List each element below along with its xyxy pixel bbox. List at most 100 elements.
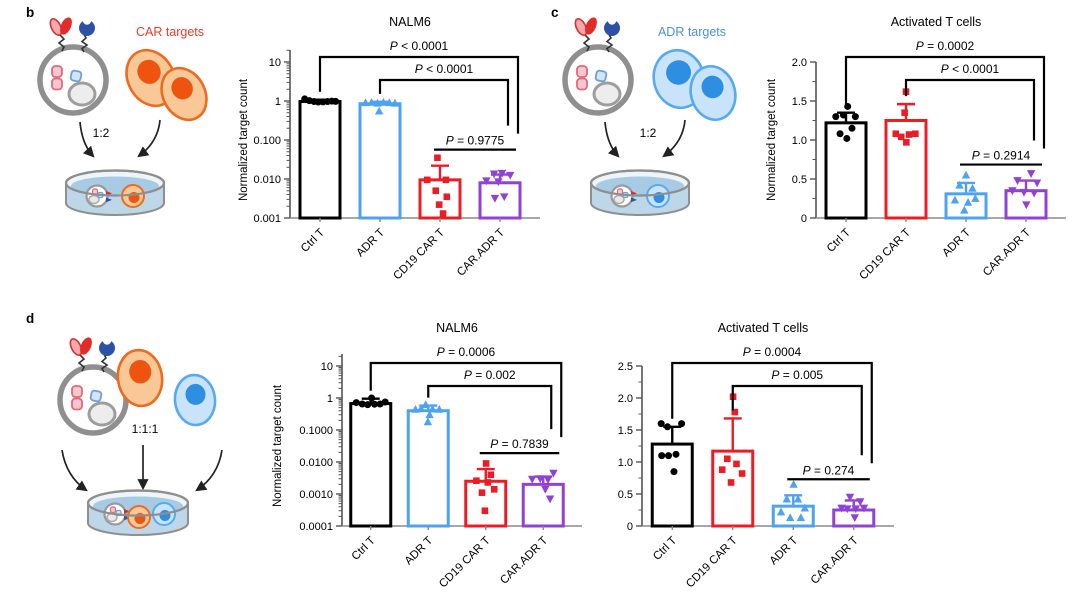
chart-title: Activated T cells (891, 15, 982, 29)
data-point (971, 194, 980, 202)
data-point (657, 420, 665, 428)
data-point (416, 404, 426, 412)
data-point (785, 513, 795, 522)
bar-group-adr-t: ADR T (940, 170, 988, 260)
mixing-arrow (195, 449, 223, 492)
petri-dish (86, 489, 190, 536)
bar-ctrl-t (349, 402, 393, 528)
adr-receptor-icon (79, 20, 95, 36)
panel-b-illustration (37, 16, 208, 216)
bar-ctrl-t (298, 100, 342, 220)
y-tick-label: 0.100 (253, 135, 281, 147)
y-tick-label: 10 (321, 361, 333, 373)
bar-group-car-adr-t: CAR.ADR T (809, 493, 876, 587)
x-tick-label: Ctrl T (825, 227, 853, 255)
t-cell-nucleus (87, 401, 117, 427)
y-axis-label: Normalized target count (272, 384, 284, 507)
data-point (844, 102, 852, 110)
bar-cd19-car-t (711, 449, 755, 528)
data-point (432, 187, 440, 195)
data-point (490, 486, 498, 493)
y-axis-label: Normalized target count (238, 78, 250, 201)
y-tick-label: 1.0 (792, 135, 807, 147)
data-point (358, 400, 366, 408)
petri-dish (64, 169, 166, 216)
data-point (385, 98, 394, 107)
data-point (950, 195, 960, 204)
data-point (545, 495, 555, 504)
y-axis: 2.0 1.5 1.0 0.5 0 (792, 57, 817, 225)
significance-line: P = 0.7839 (479, 437, 560, 455)
data-point (843, 505, 852, 514)
data-point (442, 176, 450, 184)
bar-group-adr-t: ADR T (403, 400, 450, 567)
y-tick-label: 0.001 (253, 213, 281, 225)
data-point (845, 493, 855, 502)
bar-car-adr-t (521, 482, 565, 528)
mixing-arrow (79, 121, 95, 158)
chart-d-nalm6: NALM6 Normalized target count 10 1 0.1000 0.0… (272, 321, 582, 591)
bar-ctrl-t (650, 442, 694, 528)
data-point (497, 169, 507, 178)
bar-group-car-adr-t: CAR.ADR T (981, 170, 1048, 279)
data-point (370, 400, 378, 408)
x-tick-label: ADR T (940, 227, 973, 260)
ratio-c-label: 1:2 (639, 126, 657, 140)
p-value-label: P = 0.002 (464, 368, 516, 382)
adr-receptor-icon (99, 340, 115, 356)
bar-car-adr-t (478, 181, 522, 220)
y-tick-label: 0 (627, 521, 633, 533)
p-value-label: P = 0.2914 (972, 149, 1031, 163)
data-point (678, 420, 686, 428)
p-value-label: P = 0.9775 (446, 134, 505, 148)
significance-bracket: P < 0.0001 (378, 62, 510, 126)
data-point (1032, 179, 1042, 188)
data-point (782, 494, 791, 503)
significance-bracket: P = 0.0006 (369, 345, 563, 438)
data-point (490, 194, 500, 203)
data-point (443, 193, 451, 201)
data-point (374, 106, 384, 115)
data-point (851, 505, 860, 514)
car-receptor-icon (574, 18, 588, 36)
x-tick-label: CAR.ADR T (498, 535, 550, 587)
data-point (672, 450, 680, 458)
p-value-label: P = 0.0002 (916, 39, 975, 53)
data-point (482, 460, 490, 467)
data-point (535, 475, 545, 484)
data-point (489, 170, 499, 179)
data-point (837, 504, 846, 513)
data-point (528, 475, 537, 484)
y-axis: 10 1 0.100 0.010 0.001 (253, 49, 291, 225)
data-point (670, 468, 678, 476)
car-receptor-icon (69, 338, 83, 356)
data-point (390, 98, 400, 107)
ratio-d-label: 1:1:1 (131, 422, 159, 436)
data-point (796, 513, 806, 522)
data-point (903, 139, 910, 146)
data-point (724, 455, 731, 463)
panel-c-letter: c (551, 5, 559, 20)
x-tick-label: ADR T (768, 535, 801, 568)
significance-bracket: P < 0.0001 (904, 62, 1036, 141)
y-tick-label: 2.5 (618, 361, 633, 373)
y-tick-label: 0.1000 (299, 425, 333, 437)
data-point (1008, 187, 1017, 196)
data-point (425, 410, 434, 419)
bar-group-car-adr-t: CAR.ADR T (455, 169, 522, 279)
bar-group-ctrl-t: Ctrl T (349, 394, 393, 563)
t-cell-illustration (37, 16, 109, 116)
data-point (1013, 177, 1022, 185)
data-point (494, 178, 503, 187)
x-tick-label: ADR T (354, 227, 387, 260)
data-point (850, 514, 859, 523)
data-point (1019, 188, 1029, 197)
data-point (367, 98, 376, 106)
data-point (851, 113, 859, 121)
data-point (428, 404, 437, 413)
y-tick-label: 0.0010 (299, 489, 333, 501)
adr-target-cell (689, 65, 737, 121)
x-tick-label: CD19 CAR T (437, 535, 493, 591)
data-point (478, 489, 486, 496)
data-point (482, 177, 491, 186)
